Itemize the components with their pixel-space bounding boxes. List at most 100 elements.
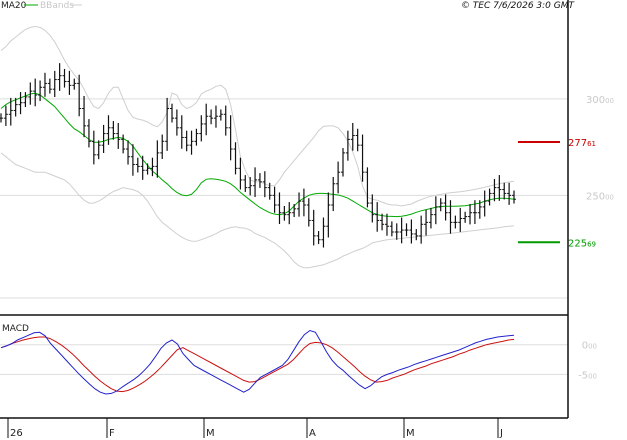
- legend-ma20: MA20: [1, 1, 27, 11]
- ohlc-bar: [233, 142, 238, 175]
- ohlc-bar: [126, 140, 131, 165]
- ohlc-bar: [52, 70, 57, 98]
- ohlc-bar: [62, 68, 67, 88]
- ohlc-bar: [13, 97, 18, 117]
- ohlc-bar: [502, 182, 507, 200]
- ohlc-bar: [267, 182, 272, 200]
- ohlc-bar: [77, 74, 82, 117]
- ohlc-bar: [336, 161, 341, 194]
- ohlc-bar: [209, 109, 214, 125]
- ohlc-bar: [23, 92, 28, 108]
- ohlc-bar: [297, 192, 302, 217]
- ohlc-bar: [33, 78, 38, 107]
- ohlc-bar: [375, 202, 380, 232]
- ohlc-bar: [3, 105, 8, 126]
- ohlc-bar: [443, 194, 448, 221]
- ohlc-bar: [155, 140, 160, 178]
- ohlc-bar: [199, 115, 204, 142]
- ohlc-bar: [262, 171, 267, 198]
- ohlc-bar: [326, 192, 331, 238]
- ohlc-bar: [238, 157, 243, 190]
- ohlc-bar: [311, 209, 316, 246]
- legend-bbands: BBands: [40, 1, 74, 11]
- ohlc-bar: [399, 217, 404, 244]
- ohlc-bar: [218, 109, 223, 121]
- x-tick-label: M: [406, 428, 415, 439]
- ohlc-bar: [306, 198, 311, 227]
- ohlc-bar: [28, 82, 33, 105]
- ohlc-bar: [170, 103, 174, 123]
- ohlc-bar: [433, 196, 438, 225]
- ohlc-bar: [389, 221, 394, 237]
- ohlc-bar: [18, 92, 23, 115]
- ohlc-bar: [82, 95, 87, 138]
- ohlc-bar: [321, 217, 326, 248]
- ohlc-bar: [282, 205, 287, 221]
- ohlc-bar: [331, 177, 336, 212]
- ohlc-bar: [135, 157, 140, 173]
- ohlc-bar: [458, 207, 463, 232]
- ohlc-bar: [130, 144, 135, 176]
- ohlc-bar: [477, 200, 482, 219]
- ohlc-bar: [228, 115, 233, 161]
- ohlc-bar: [438, 198, 443, 212]
- ohlc-bar: [160, 134, 165, 159]
- ohlc-bar: [140, 155, 145, 180]
- ohlc-bar: [174, 109, 179, 136]
- x-tick-label: 26: [10, 428, 23, 439]
- ohlc-bar: [380, 213, 385, 231]
- timestamp: © TEC 7/6/2026 3:0 GMT: [461, 1, 576, 11]
- ohlc-bar: [394, 223, 399, 240]
- x-tick-label: J: [499, 428, 503, 439]
- ohlc-bar: [370, 194, 375, 223]
- macd-panel: MACD 000 -500: [0, 324, 597, 395]
- price-tick-label: 25000: [586, 191, 614, 202]
- ohlc-bar: [468, 204, 473, 225]
- ohlc-bar: [287, 202, 292, 225]
- ohlc-bar: [116, 122, 121, 149]
- ohlc-bar: [497, 175, 502, 201]
- ohlc-bar: [96, 140, 101, 160]
- ohlc-bar: [42, 72, 47, 97]
- ohlc-bar: [341, 148, 345, 177]
- ohlc-bar: [360, 134, 365, 182]
- ohlc-bar: [292, 204, 297, 218]
- ohlc-bar: [404, 223, 409, 237]
- ohlc-bar: [38, 80, 43, 102]
- ohlc-bar: [106, 115, 111, 145]
- ohlc-bar: [384, 213, 389, 236]
- macd-tick-label: -500: [578, 370, 597, 381]
- ohlc-bar: [428, 207, 433, 229]
- ohlc-bar: [248, 177, 253, 196]
- ohlc-bar: [47, 78, 52, 94]
- ohlc-bar: [67, 70, 72, 95]
- macd-label: MACD: [2, 324, 29, 334]
- ohlc-bar: [463, 211, 468, 223]
- support-level-label: 22569: [568, 238, 596, 249]
- ohlc-bar: [507, 182, 512, 205]
- ohlc-bar: [301, 188, 306, 217]
- ohlc-bar: [101, 124, 106, 153]
- x-axis: 26 F M A M J: [7, 418, 503, 439]
- ohlc-bar: [253, 167, 258, 197]
- ohlc-bar: [184, 130, 189, 152]
- bbands-upper-line: [0, 25, 515, 207]
- x-tick-label: A: [309, 428, 316, 439]
- ohlc-bar: [91, 130, 96, 165]
- ohlc-bar: [482, 190, 487, 217]
- ma20-line: [0, 92, 515, 218]
- ohlc-bar: [8, 97, 13, 126]
- ohlc-bar: [223, 105, 228, 136]
- ohlc-bar: [0, 113, 3, 123]
- ohlc-bar: [365, 167, 370, 208]
- ohlc-bar: [345, 130, 350, 161]
- ohlc-bar: [111, 121, 116, 140]
- ohlc-bar: [121, 134, 126, 154]
- ohlc-bar: [272, 186, 277, 213]
- ohlc-bar: [448, 200, 453, 234]
- macd-line: [0, 329, 515, 395]
- resistance-level-label: 27761: [568, 138, 596, 149]
- ohlc-bar: [419, 215, 424, 244]
